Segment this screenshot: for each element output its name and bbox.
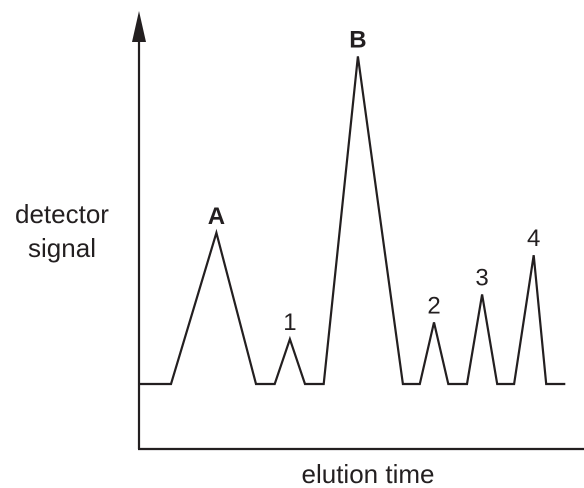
peak-labels: A 1 B 2 3 4 bbox=[208, 26, 541, 336]
peak-label-1: 1 bbox=[283, 309, 296, 336]
chromatogram-trace bbox=[139, 56, 566, 386]
y-axis-label-line-2: signal bbox=[28, 233, 96, 263]
peak-label-2: 2 bbox=[427, 292, 440, 319]
x-axis-label: elution time bbox=[302, 459, 435, 488]
peak-label-b: B bbox=[349, 26, 366, 53]
y-axis-arrowhead bbox=[132, 11, 146, 42]
peak-label-a: A bbox=[208, 203, 225, 230]
peak-label-4: 4 bbox=[527, 225, 540, 252]
peak-label-3: 3 bbox=[475, 264, 488, 291]
y-axis-label-line-1: detector bbox=[15, 199, 109, 229]
